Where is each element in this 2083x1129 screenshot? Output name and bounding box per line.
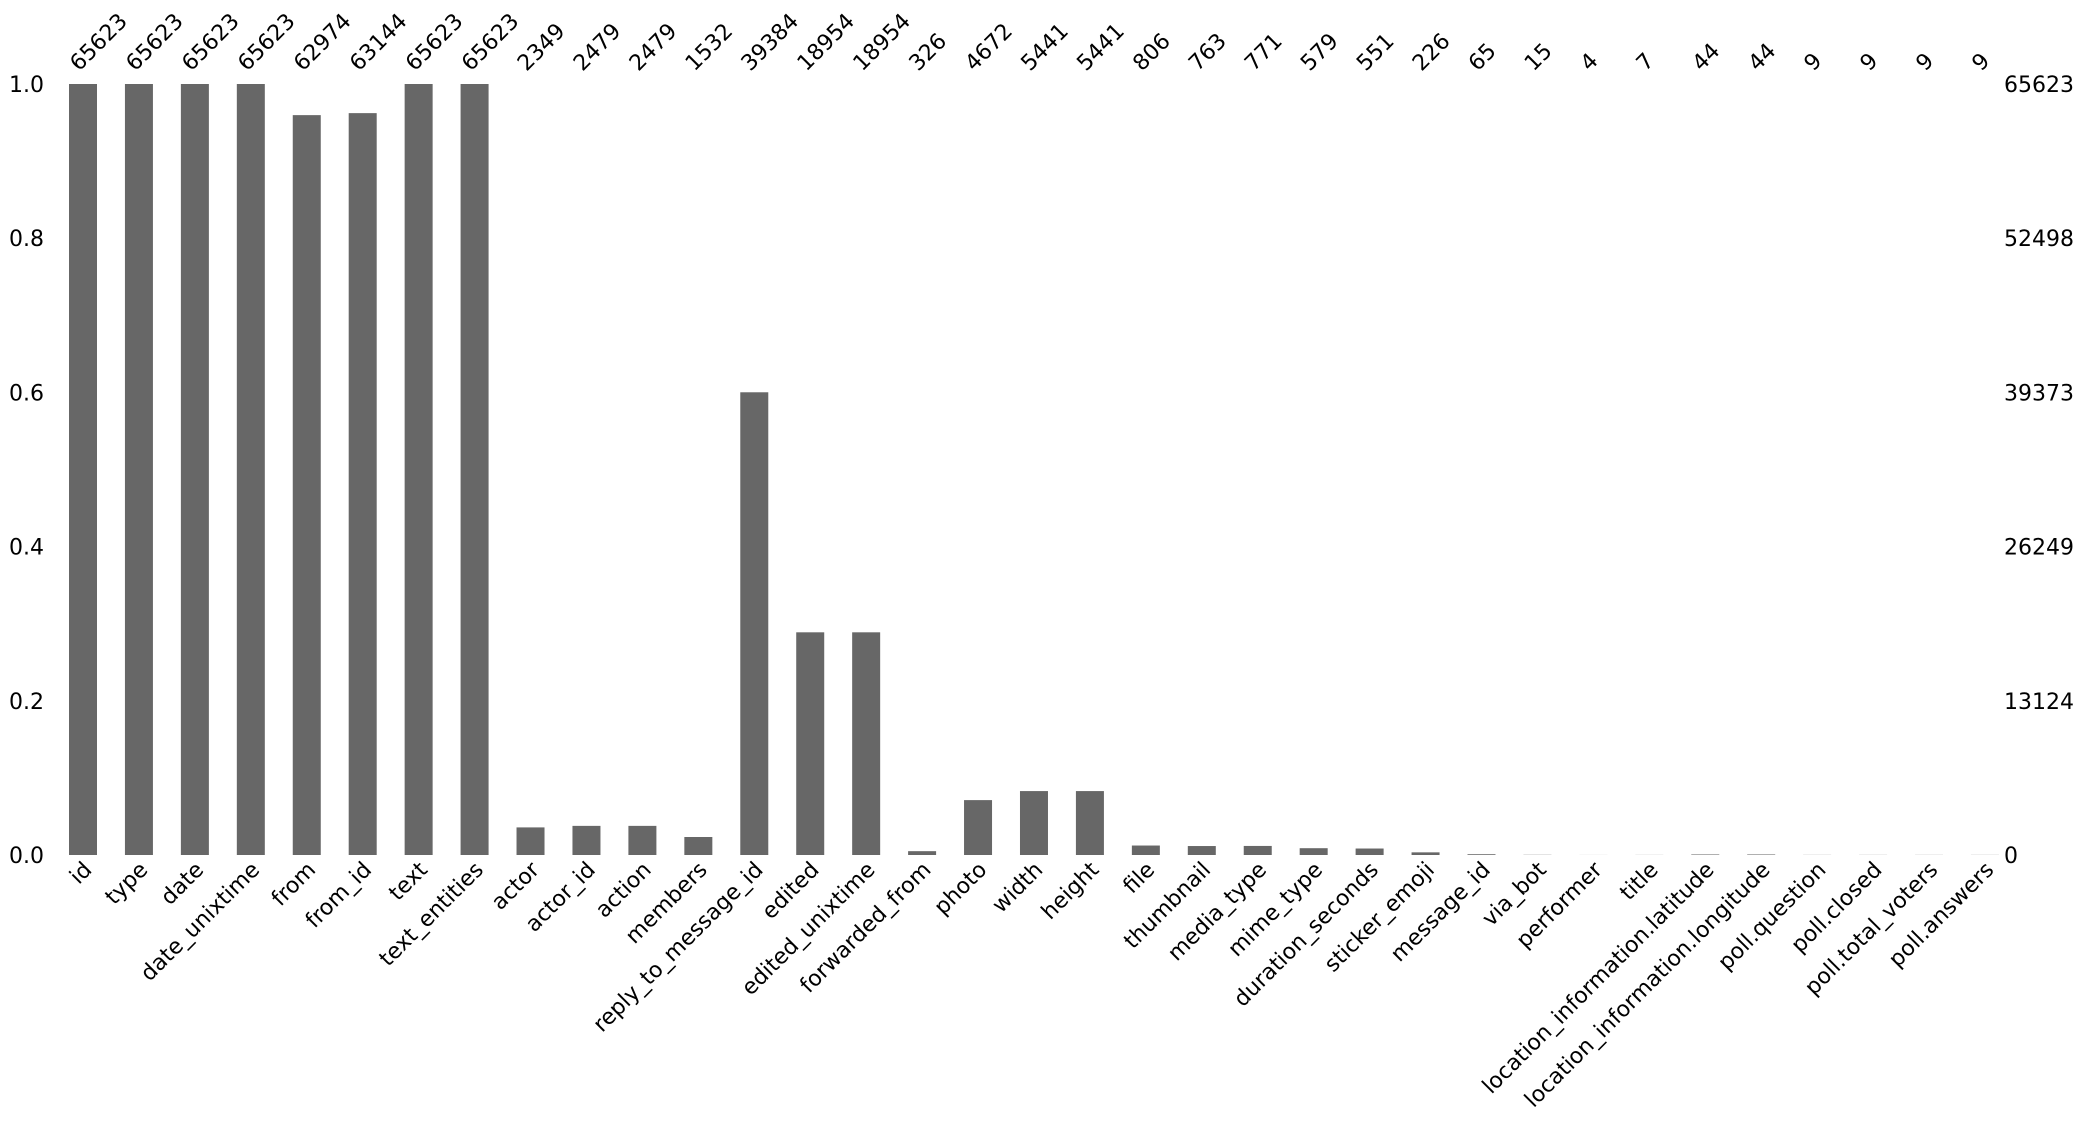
bar-text: [404, 84, 433, 855]
bar-count-label: 65623: [233, 9, 300, 76]
bar-message-id: [1467, 854, 1496, 855]
y-right-tick-label: 26249: [2004, 536, 2074, 561]
y-right-tick-label: 39373: [2004, 381, 2074, 406]
bar-count-label: 18954: [793, 9, 860, 76]
bar-from-id: [348, 113, 377, 855]
category-label: id: [65, 858, 97, 890]
bar-count-label: 62974: [289, 9, 356, 76]
y-left-tick-label: 0.4: [9, 536, 44, 561]
y-right-tick-label: 0: [2004, 844, 2018, 869]
bar-width: [1019, 791, 1048, 855]
category-label: file: [1119, 858, 1160, 899]
bar-edited: [796, 632, 825, 855]
bar-from: [292, 115, 321, 855]
bar-count-label: 65: [1464, 39, 1501, 76]
category-label: type: [101, 858, 153, 910]
bar-sticker-emoji: [1411, 852, 1440, 855]
bar-count-label: 65623: [122, 9, 189, 76]
bar-location-information-latitude: [1691, 854, 1720, 855]
bar-count-label: 763: [1184, 29, 1231, 76]
bar-count-label: 65623: [457, 9, 524, 76]
bar-count-label: 326: [905, 29, 952, 76]
y-right-tick-label: 13124: [2004, 690, 2074, 715]
bar-action: [628, 825, 657, 855]
bar-media-type: [1243, 845, 1272, 855]
category-label: text: [385, 857, 434, 906]
y-right-tick-label: 65623: [2004, 73, 2074, 98]
bar-count-label: 18954: [849, 9, 916, 76]
category-label: title: [1615, 858, 1663, 906]
bar-count-label: 4672: [961, 19, 1018, 76]
bar-count-label: 44: [1744, 39, 1781, 76]
bar-count-label: 5441: [1072, 19, 1129, 76]
bar-date: [180, 84, 209, 855]
bar-thumbnail: [1187, 846, 1216, 855]
bar-edited-unixtime: [852, 632, 881, 855]
y-left-tick-label: 0.8: [9, 227, 44, 252]
bar-count-label: 551: [1352, 29, 1399, 76]
bar-count-label: 15: [1520, 39, 1557, 76]
y-left-tick-label: 0.2: [9, 690, 44, 715]
y-left-tick-label: 0.6: [9, 381, 44, 406]
bar-count-label: 9: [1912, 49, 1940, 77]
bar-photo: [964, 800, 993, 855]
bar-count-label: 579: [1296, 29, 1343, 76]
bar-members: [684, 837, 713, 855]
bar-mime-type: [1299, 848, 1328, 855]
bar-count-label: 226: [1408, 29, 1455, 76]
bar-reply-to-message-id: [740, 392, 769, 855]
bar-count-label: 7: [1632, 49, 1660, 77]
bar-count-label: 65623: [177, 9, 244, 76]
y-left-tick-label: 0.0: [9, 844, 44, 869]
bar-actor-id: [572, 825, 601, 855]
bar-count-label: 63144: [345, 9, 412, 76]
bar-text-entities: [460, 84, 489, 855]
category-label: height: [1037, 857, 1105, 925]
bar-count-label: 9: [1856, 49, 1884, 77]
bar-count-label: 771: [1240, 29, 1287, 76]
bar-count-label: 2479: [625, 19, 682, 76]
bar-count-label: 65623: [401, 9, 468, 76]
bar-count-label: 806: [1128, 29, 1175, 76]
bar-count-label: 9: [1968, 49, 1996, 77]
bar-actor: [516, 827, 545, 855]
bar-count-label: 1532: [681, 19, 738, 76]
bar-count-label: 65623: [66, 9, 133, 76]
bar-height: [1075, 791, 1104, 855]
bar-date-unixtime: [236, 84, 265, 855]
bar-count-label: 9: [1800, 49, 1828, 77]
category-label: photo: [930, 858, 993, 921]
bar-location-information-longitude: [1747, 854, 1776, 855]
bar-file: [1131, 845, 1160, 855]
bar-type: [124, 84, 153, 855]
bar-count-label: 44: [1688, 39, 1725, 76]
bar-duration-seconds: [1355, 848, 1384, 855]
bar-count-label: 4: [1576, 49, 1604, 77]
bar-count-label: 5441: [1017, 19, 1074, 76]
bar-forwarded-from: [908, 851, 937, 855]
bar-count-label: 39384: [737, 9, 804, 76]
bar-count-label: 2479: [569, 19, 626, 76]
bar-id: [69, 84, 97, 855]
y-left-tick-label: 1.0: [9, 73, 44, 98]
y-right-tick-label: 52498: [2004, 227, 2074, 252]
